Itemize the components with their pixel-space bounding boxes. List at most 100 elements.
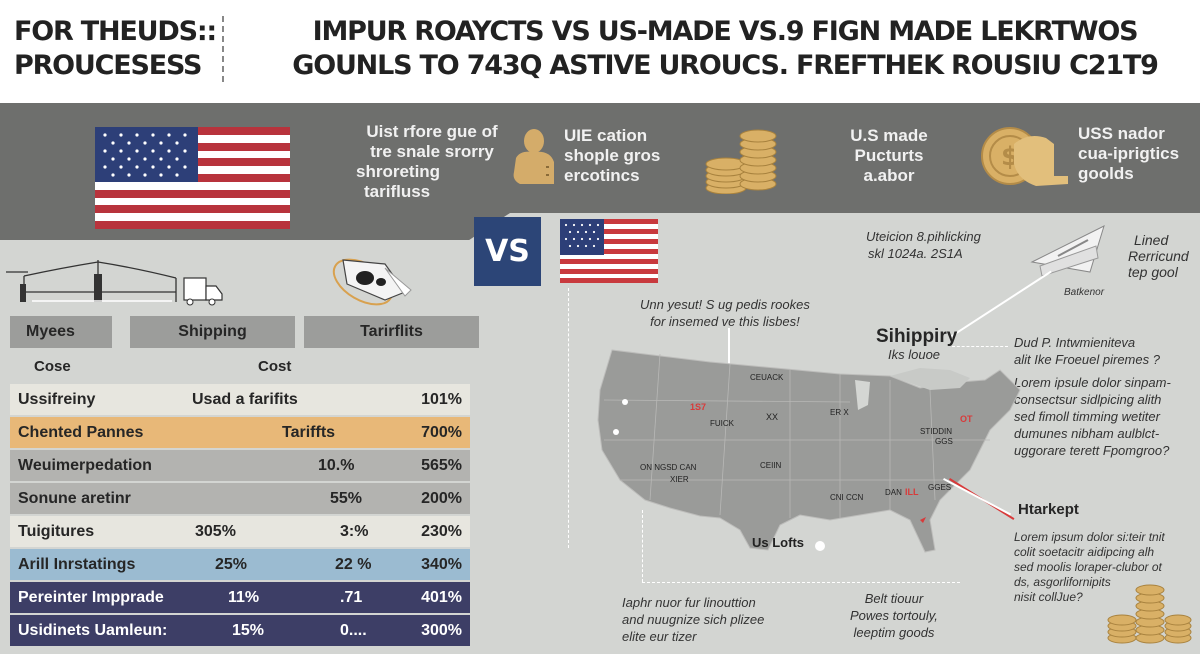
band-block-1: Uist rfore gue of tre snale srorry shror… <box>352 122 512 202</box>
row-label: Ussifreiny <box>18 391 96 408</box>
svg-text:STIDDIN: STIDDIN <box>920 427 952 436</box>
svg-text:1S7: 1S7 <box>690 402 706 412</box>
left-title: FOR THEUDS:: PROUCESESS <box>14 15 234 83</box>
cell: Usad a farifits <box>192 391 298 408</box>
svg-text:ER X: ER X <box>830 408 849 417</box>
cell: 230% <box>421 523 462 540</box>
table-row: Ussifreiny Usad a farifits 101% <box>10 384 470 415</box>
header: FOR THEUDS:: PROUCESESS IMPUR ROAYCTS VS… <box>0 0 1200 103</box>
body-line: nisit collJue? <box>1014 590 1083 604</box>
band-block-4-line: goolds <box>1078 164 1134 183</box>
band-block-4: USS nador cua-iprigtics goolds <box>1078 124 1179 184</box>
map-label: Us Lofts <box>752 535 804 550</box>
body-line: dumunes nibham aulblct- <box>1014 426 1160 441</box>
category-label: Shipping <box>178 323 247 340</box>
note-top-right: Uteicion 8.pihlicking skl 1024a. 2S1A <box>866 228 981 262</box>
coin-stack-icon <box>1107 584 1192 644</box>
note-line: Unn yesut! S ug pedis rookes <box>640 297 810 312</box>
note-line: Dud P. Intwmieniteva <box>1014 335 1136 350</box>
cost-label-1: Cose <box>34 358 71 375</box>
table-row: Chented Pannes Tariffts 700% <box>10 417 470 448</box>
band-block-2: UIE cation shople gros ercotincs <box>564 126 660 186</box>
cell: 3:% <box>340 523 369 540</box>
body-line: sed fimoll timming wetiter <box>1014 409 1160 424</box>
table-row: Arill Inrstatings 25% 22 % 340% <box>10 549 470 580</box>
shipping-dash <box>952 346 1008 347</box>
band-block-1-line: tarifluss <box>364 182 431 201</box>
cell: 0.... <box>340 622 367 639</box>
aux-line: Rerricund <box>1128 248 1189 264</box>
cell: 305% <box>195 523 236 540</box>
aux-line: tep gool <box>1128 264 1178 280</box>
title-line2: GOUNLS TO 743Q ASTIVE UROUCS. FREFTHEK R… <box>292 50 1159 81</box>
note-line: alit Ike Froeuel piremes ? <box>1014 352 1160 367</box>
cost-label-2: Cost <box>258 358 292 375</box>
body-line: uggorare terett Fpomgroo? <box>1014 443 1170 458</box>
category-label: Myees <box>26 323 75 340</box>
body-line: consectsur sidlpicing alith <box>1014 392 1162 407</box>
aux-line: Lined <box>1134 232 1169 248</box>
pointer-line <box>950 270 1052 338</box>
row-label: Tuigitures <box>18 523 95 540</box>
person-icon <box>513 129 554 184</box>
band-block-4-line: cua-iprigtics <box>1078 144 1180 163</box>
shipping-body: Lorem ipsule dolor sinpam- consectsur si… <box>1014 374 1171 459</box>
shipping-question: Dud P. Intwmieniteva alit Ike Froeuel pi… <box>1014 334 1160 368</box>
svg-text:GGS: GGS <box>935 437 953 446</box>
aux-caption: Batkenor <box>1064 287 1105 298</box>
cell: 25% <box>215 556 248 573</box>
note-line: Powes tortouly, <box>850 608 938 623</box>
band-block-3-line: a.abor <box>863 166 915 185</box>
note-line: leeptim goods <box>853 625 935 640</box>
row-label: Pereinter Impprade <box>18 589 164 606</box>
svg-text:XIER: XIER <box>670 475 689 484</box>
note-line: skl 1024a. 2S1A <box>868 246 963 261</box>
body-line: colit soetacitr aidipcing alh <box>1014 545 1155 559</box>
note-line: Belt tiouur <box>864 591 924 606</box>
row-label: Weuimerpedation <box>18 457 152 474</box>
svg-text:CEIIN: CEIIN <box>760 461 782 470</box>
category-tariffs: Tarirflits <box>304 316 479 348</box>
svg-text:ILL: ILL <box>905 487 919 497</box>
svg-text:ON NGSD CAN: ON NGSD CAN <box>640 463 697 472</box>
row-label: Usidinets Uamleun: <box>18 622 168 639</box>
table-row: Tuigitures 305% 3:% 230% <box>10 516 470 547</box>
aux-label: Lined Rerricund tep gool <box>1128 232 1189 280</box>
cell: 10.% <box>318 457 355 474</box>
band-block-4-line: USS nador <box>1078 124 1165 143</box>
note-line: Uteicion 8.pihlicking <box>866 229 981 244</box>
note-line: Iaphr nuor fur linouttion <box>622 595 756 610</box>
page-title: IMPUR ROAYCTS VS US-MADE VS.9 FIGN MADE … <box>250 15 1200 83</box>
flag-pole-line <box>568 288 569 548</box>
svg-text:DAN: DAN <box>885 488 902 497</box>
table-row: Weuimerpedation 10.% 565% <box>10 450 470 481</box>
svg-text:CNI CCN: CNI CCN <box>830 493 864 502</box>
band-block-2-line: shople gros <box>564 146 661 165</box>
band-block-3-line: U.S made Pucturts <box>850 126 928 165</box>
table-row: Sonune aretinr 55% 200% <box>10 483 470 514</box>
note-line: and nuugnize sich plizee <box>622 612 765 627</box>
cell: 340% <box>421 556 462 573</box>
left-title-line2: PROUCESESS <box>14 50 202 81</box>
bottom-dash-left <box>642 510 643 582</box>
us-flag-icon <box>95 127 290 229</box>
cell: 565% <box>421 457 462 474</box>
row-label: Chented Pannes <box>18 424 144 441</box>
band-block-1-line: tre snale srorry <box>370 142 494 161</box>
coin-stack-icon <box>705 129 777 194</box>
category-label: Tarirflits <box>360 323 423 340</box>
cell: 22 % <box>335 556 372 573</box>
band-block-1-line: shroreting <box>356 162 441 181</box>
table-row: Usidinets Uamleun: 15% 0.... 300% <box>10 615 470 646</box>
cell: 55% <box>330 490 363 507</box>
cell: Tariffts <box>282 424 336 441</box>
category-shipping: Shipping <box>130 316 295 348</box>
row-label: Sonune aretinr <box>18 490 131 507</box>
svg-text:GGES: GGES <box>928 483 951 492</box>
band-block-3: U.S made Pucturts a.abor <box>814 126 964 186</box>
band-block-2-line: UIE cation <box>564 126 648 145</box>
cell: 300% <box>421 622 462 639</box>
note-line: elite eur tizer <box>622 629 697 644</box>
bottom-left-note: Iaphr nuor fur linouttion and nuugnize s… <box>622 594 764 645</box>
us-map: 1S7 FUICK CEUACK ON NGSD CAN XIER CEIIN … <box>597 349 1021 553</box>
